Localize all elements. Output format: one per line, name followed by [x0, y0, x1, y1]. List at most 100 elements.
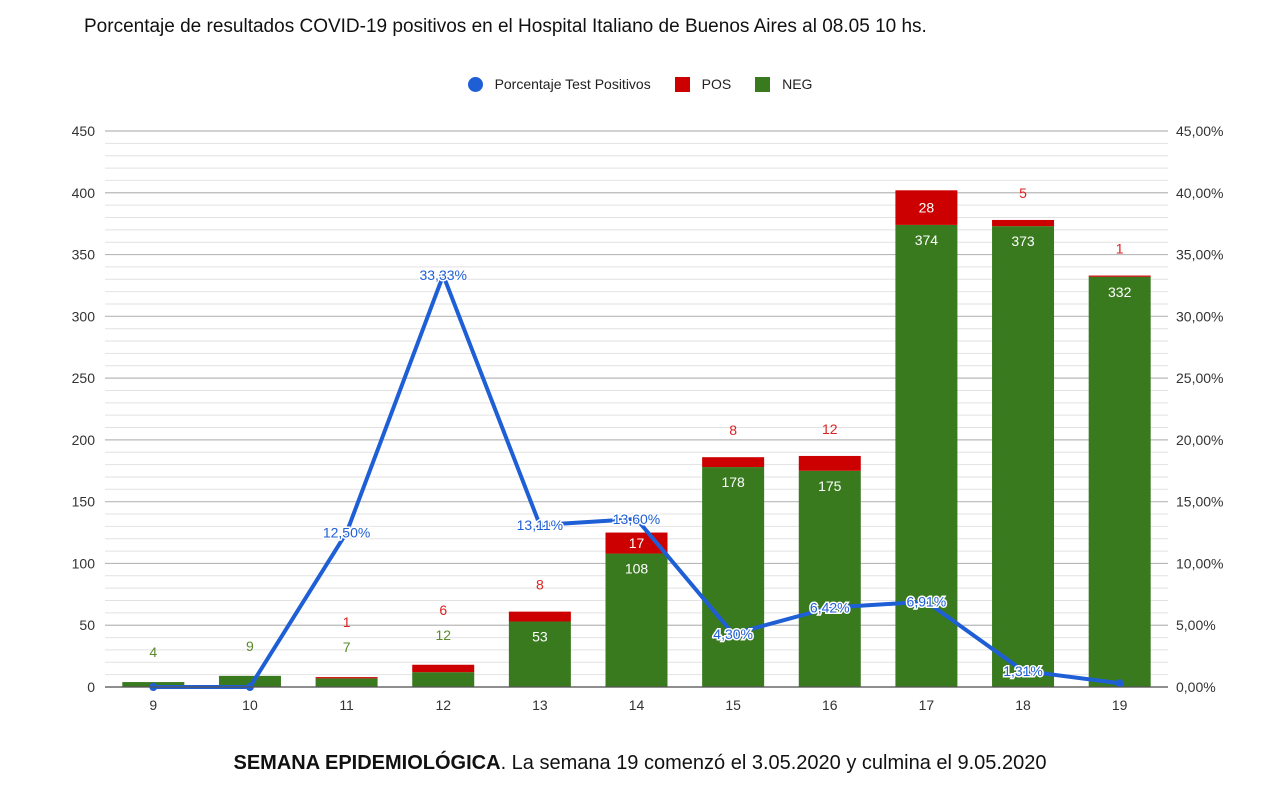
- y-right-tick-label: 30,00%: [1176, 308, 1223, 324]
- label-neg: 374: [915, 232, 939, 248]
- line-point: [729, 629, 738, 638]
- x-tick-label: 13: [532, 697, 548, 713]
- y-right-tick-label: 15,00%: [1176, 494, 1223, 510]
- legend-swatch-line: [467, 76, 483, 92]
- bar-neg: [1088, 276, 1151, 687]
- line-point: [535, 521, 544, 530]
- y-right-tick-label: 40,00%: [1176, 185, 1223, 201]
- legend-label-pos: POS: [701, 76, 732, 92]
- line-label: 33,33%: [419, 267, 466, 283]
- footer-caption-bold: SEMANA EPIDEMIOLÓGICA: [233, 752, 501, 774]
- y-left-tick-label: 50: [79, 617, 95, 633]
- x-tick-label: 9: [149, 697, 157, 713]
- bar-pos: [798, 455, 861, 471]
- chart-title: Porcentaje de resultados COVID-19 positi…: [84, 16, 927, 37]
- legend-swatch-pos: [674, 76, 690, 92]
- x-tick-label: 11: [339, 697, 354, 713]
- label-neg: 108: [625, 561, 649, 577]
- label-neg: 332: [1108, 284, 1132, 300]
- x-tick-label: 10: [242, 697, 258, 713]
- legend-label-percentage: Porcentaje Test Positivos: [494, 76, 651, 92]
- line-label: 4,30%: [713, 626, 753, 642]
- label-neg: 7: [343, 639, 351, 655]
- y-left-tick-label: 400: [72, 185, 96, 201]
- label-pos: 28: [919, 200, 935, 216]
- bar-pos: [508, 611, 571, 622]
- legend-label-neg: NEG: [782, 76, 813, 92]
- y-right-tick-label: 5,00%: [1176, 617, 1216, 633]
- line-label: 1,31%: [1003, 663, 1043, 679]
- label-neg: 4: [149, 644, 157, 660]
- bar-pos: [412, 664, 475, 673]
- bar-neg: [605, 553, 668, 687]
- bar-pos: [702, 457, 765, 468]
- y-right-tick-label: 45,00%: [1176, 123, 1223, 139]
- line-point: [342, 528, 351, 537]
- label-neg: 373: [1011, 233, 1035, 249]
- y-left-tick-label: 150: [72, 494, 96, 510]
- label-pos: 5: [1019, 185, 1027, 201]
- legend-item-pos: POS: [674, 76, 732, 92]
- bar-pos: [1088, 275, 1151, 277]
- x-tick-label: 15: [725, 697, 741, 713]
- x-tick-label: 16: [822, 697, 838, 713]
- bar-neg: [508, 621, 571, 687]
- footer-caption-rest: . La semana 19 comenzó el 3.05.2020 y cu…: [500, 752, 1047, 774]
- y-right-tick-label: 35,00%: [1176, 247, 1223, 263]
- y-left-tick-label: 200: [72, 432, 96, 448]
- y-right-tick-label: 20,00%: [1176, 432, 1223, 448]
- bar-neg: [412, 672, 475, 687]
- footer-caption: SEMANA EPIDEMIOLÓGICA. La semana 19 come…: [0, 752, 1280, 775]
- y-right-tick-label: 0,00%: [1176, 679, 1216, 695]
- x-tick-label: 18: [1015, 697, 1031, 713]
- label-pos: 8: [729, 422, 737, 438]
- bar-neg: [702, 467, 765, 687]
- legend: Porcentaje Test Positivos POS NEG: [0, 76, 1280, 95]
- label-neg: 53: [532, 629, 548, 645]
- line-label: 13,11%: [517, 517, 563, 533]
- y-left-tick-label: 0: [87, 679, 95, 695]
- bar-pos: [992, 219, 1055, 227]
- line-point: [439, 271, 448, 280]
- line-point: [632, 514, 641, 523]
- label-neg: 178: [721, 474, 745, 490]
- line-point: [1019, 666, 1028, 675]
- y-right-tick-label: 25,00%: [1176, 370, 1223, 386]
- line-label: 12,50%: [323, 525, 370, 541]
- label-neg: 12: [435, 627, 451, 643]
- line-label: 6,42%: [810, 600, 850, 616]
- bar-pos: [315, 677, 378, 679]
- line-point: [825, 603, 834, 612]
- legend-swatch-neg: [755, 76, 771, 92]
- x-tick-label: 19: [1112, 697, 1128, 713]
- legend-item-percentage: Porcentaje Test Positivos: [467, 76, 651, 92]
- bar-neg: [992, 226, 1055, 687]
- x-tick-label: 14: [629, 697, 645, 713]
- y-right-tick-label: 10,00%: [1176, 555, 1223, 571]
- line-point: [1115, 679, 1124, 688]
- line-label: 6,91%: [907, 594, 947, 610]
- line-label: 13,60%: [613, 511, 660, 527]
- bar-neg: [798, 470, 861, 687]
- y-left-tick-label: 350: [72, 247, 96, 263]
- label-neg: 9: [246, 638, 254, 654]
- bar-pos: [895, 190, 958, 225]
- bar-neg: [218, 675, 281, 687]
- label-neg: 175: [818, 478, 842, 494]
- y-left-tick-label: 100: [72, 555, 96, 571]
- label-pos: 17: [629, 535, 645, 551]
- y-left-tick-label: 450: [72, 123, 96, 139]
- bar-neg: [895, 224, 958, 687]
- x-tick-label: 12: [435, 697, 451, 713]
- x-tick-label: 17: [919, 697, 935, 713]
- legend-item-neg: NEG: [755, 76, 812, 92]
- label-pos: 6: [439, 602, 447, 618]
- label-pos: 1: [343, 614, 351, 630]
- bar-neg: [315, 678, 378, 687]
- label-pos: 8: [536, 577, 544, 593]
- label-pos: 12: [822, 421, 838, 437]
- label-pos: 1: [1116, 241, 1124, 257]
- chart-area: 0 50 100 150 200 250 300 350 400 450 0,00% 5,00% 10,…: [72, 123, 1224, 713]
- y-left-tick-label: 250: [72, 370, 96, 386]
- y-left-tick-label: 300: [72, 308, 96, 324]
